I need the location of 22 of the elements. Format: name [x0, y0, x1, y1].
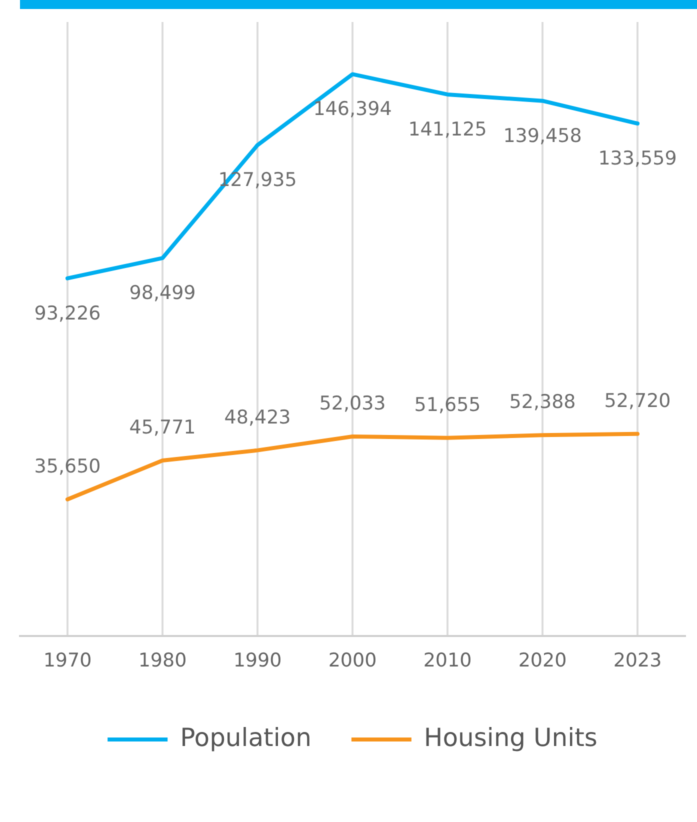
x-tick-label: 1970: [43, 650, 92, 672]
legend-label: Housing Units: [424, 723, 598, 752]
data-label: 133,559: [598, 147, 677, 170]
data-label: 52,388: [509, 391, 576, 414]
data-label: 146,394: [313, 98, 392, 120]
x-tick-label: 2000: [328, 650, 377, 672]
data-label: 93,226: [34, 302, 101, 324]
legend-label: Population: [180, 723, 312, 752]
data-label: 52,033: [319, 392, 386, 414]
x-tick-label: 1980: [138, 650, 187, 672]
data-label: 48,423: [224, 406, 291, 428]
data-label: 51,655: [414, 394, 481, 416]
data-label: 98,499: [129, 282, 196, 304]
x-tick-label: 2020: [518, 650, 567, 672]
data-label: 141,125: [408, 118, 487, 140]
data-label: 139,458: [503, 124, 582, 147]
x-tick-label: 1990: [233, 650, 282, 672]
x-tick-label: 2023: [613, 650, 662, 672]
data-label: 52,720: [604, 390, 671, 412]
x-tick-label: 2010: [423, 650, 472, 672]
data-label: 35,650: [34, 455, 101, 478]
data-label: 45,771: [129, 416, 196, 438]
